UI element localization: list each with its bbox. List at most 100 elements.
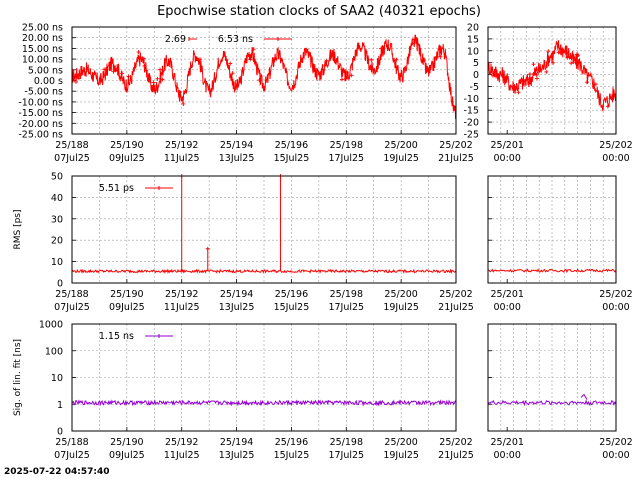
y-tick-label: 15.00 ns (22, 44, 63, 55)
data-point (546, 49, 551, 54)
x-tick-label: 25/188 (55, 289, 88, 300)
x-tick-date: 21Jul25 (438, 153, 474, 164)
x-tick-label: 25/188 (55, 140, 88, 151)
chart-title: Epochwise station clocks of SAA2 (40321 … (157, 4, 481, 19)
series-line (71, 268, 457, 274)
plot-frame (71, 175, 457, 284)
y-tick-label: -10.00 ns (18, 97, 63, 108)
x-tick-date: 09Jul25 (109, 153, 145, 164)
y-tick-label: 20.00 ns (22, 33, 63, 44)
data-point (160, 77, 165, 82)
x-tick-date: 17Jul25 (328, 302, 364, 313)
x-tick-date: 17Jul25 (328, 450, 364, 461)
data-point (111, 69, 116, 74)
series-line (71, 34, 457, 120)
x-tick-label: 25/192 (165, 437, 198, 448)
x-tick-label: 25/190 (110, 140, 143, 151)
x-tick-date: 19Jul25 (383, 302, 419, 313)
y-tick-label: 50 (51, 172, 63, 183)
plot-clock: -25.00 ns-20.00 ns-15.00 ns-10.00 ns-5.0… (18, 23, 473, 165)
y-tick-label: 0 (57, 279, 63, 290)
x-tick-date: 00:00 (602, 153, 629, 164)
data-point (369, 57, 374, 62)
data-point (120, 71, 125, 76)
data-point (532, 71, 537, 76)
y-tick-label: -15 (463, 106, 479, 117)
y-tick-label: 1 (57, 400, 63, 411)
plot-frame (71, 323, 457, 432)
data-point (92, 71, 97, 76)
plot-frame (487, 26, 617, 135)
data-point (141, 56, 146, 61)
data-point (565, 55, 570, 60)
x-tick-label: 25/201 (490, 437, 523, 448)
data-point (563, 50, 568, 55)
data-point (527, 72, 532, 77)
y-tick-label: 5 (473, 58, 479, 69)
x-tick-date: 07Jul25 (54, 153, 90, 164)
x-tick-date: 11Jul25 (164, 153, 200, 164)
x-tick-label: 25/188 (55, 437, 88, 448)
x-tick-label: 25/200 (384, 437, 417, 448)
data-point (535, 76, 540, 81)
y-tick-label: 15 (467, 34, 479, 45)
x-tick-date: 00:00 (494, 302, 521, 313)
data-point (158, 67, 163, 72)
data-point (340, 77, 345, 82)
plot-frame (487, 175, 617, 284)
data-point (322, 63, 327, 68)
data-point (593, 82, 598, 87)
data-point (521, 82, 526, 87)
data-point (123, 86, 128, 91)
x-tick-date: 00:00 (602, 450, 629, 461)
data-point (491, 73, 496, 78)
x-tick-label: 25/190 (110, 289, 143, 300)
series-line (487, 268, 617, 274)
data-point (248, 57, 253, 62)
x-tick-label: 25/190 (110, 437, 143, 448)
x-tick-label: 25/202 (599, 289, 632, 300)
data-point (511, 88, 516, 93)
y-tick-label: 0 (473, 70, 479, 81)
y-tick-label: -5.00 ns (24, 87, 63, 98)
y-tick-label: 5.00 ns (28, 65, 63, 76)
data-point (516, 90, 521, 95)
y-tick-label: 100 (45, 346, 63, 357)
y-tick-label: -20 (463, 118, 479, 129)
data-point (569, 61, 574, 66)
data-point (146, 73, 151, 78)
x-tick-label: 25/201 (490, 140, 523, 151)
x-tick-date: 21Jul25 (438, 302, 474, 313)
x-tick-label: 25/194 (220, 437, 253, 448)
x-tick-label: 25/202 (439, 140, 472, 151)
plot-rms: 0 10 20 30 40 50 25/188 07Jul25 25/190 09Jul25 25/… (13, 172, 474, 314)
y-tick-label: -15.00 ns (18, 108, 63, 119)
x-tick-date: 13Jul25 (219, 153, 255, 164)
plot-frame (71, 26, 457, 135)
data-point (544, 69, 549, 74)
x-tick-label: 25/200 (384, 289, 417, 300)
data-point (531, 62, 536, 67)
y-tick-label: 20 (467, 23, 479, 34)
plot-sig: 0 1 10 100 1000 25/188 07Jul25 25/190 09Jul25 25/… (13, 320, 474, 462)
legend-label: 5.51 ps (99, 183, 134, 194)
x-tick-date: 19Jul25 (383, 450, 419, 461)
y-tick-label: -25 (463, 130, 479, 141)
data-point (155, 76, 160, 81)
x-tick-label: 25/192 (165, 140, 198, 151)
y-tick-label: 10.00 ns (22, 55, 63, 66)
plot-frame (487, 323, 617, 432)
data-point (571, 60, 576, 65)
legend-label: 2.69 (165, 34, 186, 45)
data-point (438, 54, 443, 59)
x-tick-date: 15Jul25 (274, 302, 310, 313)
data-point (151, 80, 156, 85)
data-point (177, 90, 182, 95)
series-line (71, 398, 457, 407)
x-tick-date: 07Jul25 (54, 302, 90, 313)
x-tick-label: 25/196 (275, 289, 308, 300)
x-tick-date: 15Jul25 (274, 450, 310, 461)
x-tick-label: 25/198 (330, 289, 363, 300)
data-point (558, 51, 563, 56)
